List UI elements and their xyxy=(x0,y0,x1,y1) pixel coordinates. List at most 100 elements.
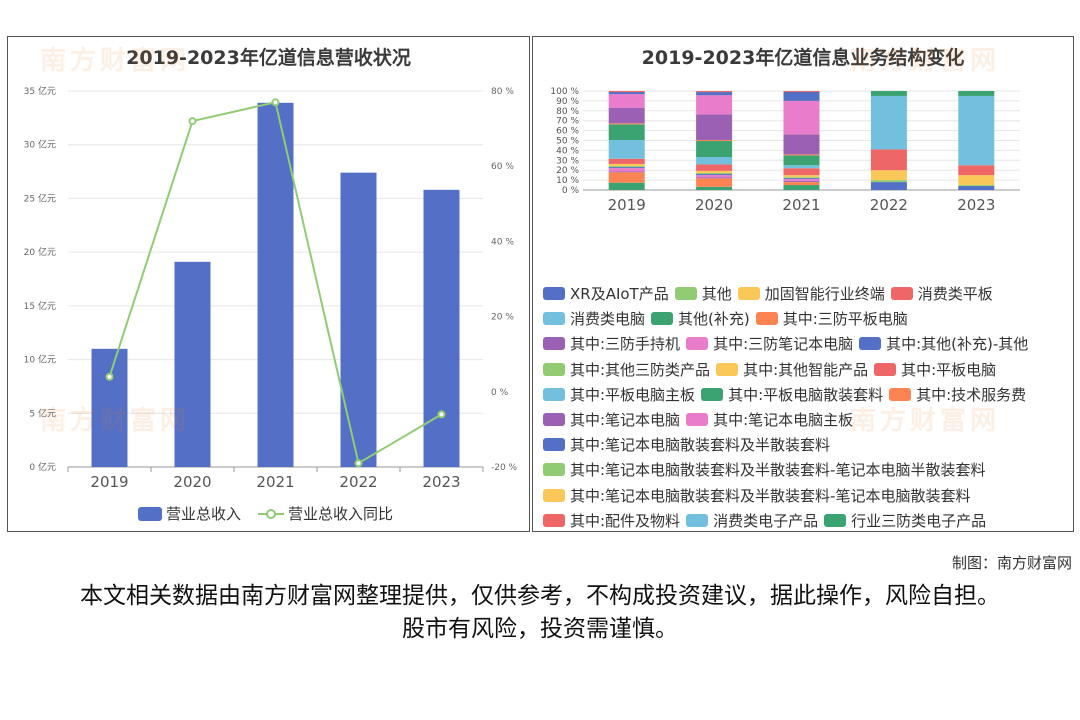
stacked-bar-segment xyxy=(870,91,907,96)
stacked-bar-segment xyxy=(696,164,733,171)
legend-item: 其中:平板电脑 xyxy=(874,357,996,382)
legend-swatch xyxy=(737,287,760,301)
legend-label: 其中:技术服务费 xyxy=(916,385,1027,404)
x-axis-label: 2021 xyxy=(782,196,820,214)
stacked-bar-segment xyxy=(783,91,820,101)
stacked-bar-segment xyxy=(783,168,820,176)
stacked-bar-segment xyxy=(958,186,995,190)
stacked-bar-segment xyxy=(608,139,645,159)
legend-swatch xyxy=(890,287,913,301)
y-right-tick-label: 40 % xyxy=(491,237,514,247)
y-right-tick-label: -20 % xyxy=(491,463,518,473)
stacked-bar-segment xyxy=(696,141,733,157)
legend-label: 其中:配件及物料 xyxy=(570,511,681,530)
stacked-bar-segment xyxy=(608,123,645,125)
legend-label: 其中:笔记本电脑主板 xyxy=(713,411,854,430)
stacked-bar-segment xyxy=(696,95,733,115)
legend-item: 其他(补充) xyxy=(651,306,750,331)
stacked-bar-segment xyxy=(958,185,995,187)
stacked-bar-segment xyxy=(783,175,820,178)
disclaimer-text: 本文相关数据由南方财富网整理提供，仅供参考，不构成投资建议，据此操作，风险自担。… xyxy=(80,583,1000,642)
yoy-growth-point xyxy=(188,117,197,126)
stacked-bar-segment xyxy=(696,170,733,173)
y-left-tick-label: 20 亿元 xyxy=(24,246,56,258)
legend-item: 其中:技术服务费 xyxy=(889,382,1026,407)
y-tick-label: 20 % xyxy=(556,166,579,176)
legend-label: XR及AIoT产品 xyxy=(570,285,669,304)
stacked-bar-segment xyxy=(696,139,733,142)
revenue-bar xyxy=(340,172,377,467)
y-tick-label: 40 % xyxy=(556,146,579,156)
legend-item: 加固智能行业终端 xyxy=(737,281,885,306)
legend-swatch xyxy=(543,488,565,502)
legend-item: 其中:笔记本电脑散装套料及半散装套料-笔记本电脑散装套料 xyxy=(543,483,970,508)
stacked-bar-segment xyxy=(608,158,645,164)
legend-swatch xyxy=(543,312,565,326)
legend-swatch xyxy=(543,362,565,376)
stacked-bar-segment xyxy=(696,91,733,93)
legend-label: 行业三防类电子产品 xyxy=(851,511,987,530)
legend-label: 其中:笔记本电脑散装套料及半散装套料-笔记本电脑半散装套料 xyxy=(570,461,986,480)
legend-row: 其中:笔记本电脑 其中:笔记本电脑主板 xyxy=(543,407,1073,432)
revenue-chart-title: 2019-2023年亿道信息营收状况 xyxy=(126,47,411,69)
legend-item: 其中:笔记本电脑散装套料及半散装套料-笔记本电脑半散装套料 xyxy=(543,457,985,482)
legend-swatch-yoy-marker xyxy=(266,509,276,519)
legend-item: 其中:其他三防类产品 xyxy=(543,357,710,382)
y-tick-label: 60 % xyxy=(556,127,579,137)
y-left-tick-label: 25 亿元 xyxy=(24,192,56,204)
legend-label: 消费类电脑 xyxy=(570,310,646,329)
stacked-bar-segment xyxy=(608,168,645,172)
stacked-bar-segment xyxy=(696,157,733,165)
legend-label: 其中:笔记本电脑散装套料及半散装套料 xyxy=(570,436,831,455)
legend-label: 加固智能行业终端 xyxy=(764,285,885,304)
stacked-bar-segment xyxy=(608,91,645,93)
structure-chart-title: 2019-2023年亿道信息业务结构变化 xyxy=(641,47,965,69)
legend-row: 其中:笔记本电脑散装套料及半散装套料 xyxy=(543,432,1073,457)
revenue-bar xyxy=(174,261,211,467)
legend-item: 其中:笔记本电脑主板 xyxy=(686,407,853,432)
structure-chart: 0 %10 %20 %30 %40 %50 %60 %70 %80 %90 %1… xyxy=(550,87,1020,214)
yoy-growth-point xyxy=(105,372,114,381)
stacked-bar-segment xyxy=(783,100,820,135)
legend-item: 其中:其他智能产品 xyxy=(716,357,868,382)
revenue-chart: 0 亿元 5 亿元 10 亿元 15 亿元 20 亿元 25 亿元 30 亿元 35 亿元 -2… xyxy=(24,85,518,523)
stacked-bar-segment xyxy=(696,177,733,179)
stacked-bar-segment xyxy=(608,124,645,140)
legend-item: 消费类电脑 xyxy=(543,306,645,331)
chart-credit: 制图：南方财富网 xyxy=(951,554,1072,572)
stacked-bar-segment xyxy=(958,175,995,186)
legend-label: 其他 xyxy=(701,285,732,304)
legend-item: 消费类平板 xyxy=(890,281,993,306)
legend-label: 其中:其他(补充)-其他 xyxy=(886,335,1029,354)
legend-label: 其中:笔记本电脑散装套料及半散装套料-笔记本电脑散装套料 xyxy=(570,486,971,505)
y-right-tick-label: 0 % xyxy=(491,388,509,398)
legend-item: 其中:笔记本电脑散装套料及半散装套料 xyxy=(543,432,830,457)
legend-label: 其他(补充) xyxy=(678,310,750,329)
legend-swatch xyxy=(755,312,778,326)
yoy-growth-point xyxy=(271,98,280,107)
stacked-bar-segment xyxy=(608,171,645,173)
stacked-bar-segment xyxy=(608,166,645,168)
legend-label-yoy: 营业总收入同比 xyxy=(288,505,393,523)
stacked-bar-segment xyxy=(870,170,907,181)
legend-row: 消费类电脑 其他(补充) 其中:三防平板电脑 xyxy=(543,306,1073,331)
legend-swatch xyxy=(543,337,565,351)
stacked-bar-segment xyxy=(608,92,645,95)
legend-row: 其中:平板电脑主板 其中:平板电脑散装套料 其中:技术服务费 xyxy=(543,382,1073,407)
y-left-tick-label: 10 亿元 xyxy=(24,354,56,366)
legend-label: 其中:三防平板电脑 xyxy=(782,310,908,329)
legend-label: 其中:三防笔记本电脑 xyxy=(713,335,854,354)
stacked-bar-segment xyxy=(870,95,907,150)
stacked-bar-segment xyxy=(783,178,820,180)
x-axis-label: 2022 xyxy=(870,196,908,214)
legend-item: 其中:笔记本电脑 xyxy=(543,407,680,432)
legend-swatch xyxy=(889,387,912,401)
legend-item: 其中:三防手持机 xyxy=(543,331,680,356)
x-axis-label: 2021 xyxy=(256,473,294,491)
stacked-bar-segment xyxy=(870,182,907,190)
legend-row: 其中:其他三防类产品 其中:其他智能产品 其中:平板电脑 xyxy=(543,357,1073,382)
legend-label: 其中:其他三防类产品 xyxy=(570,360,711,379)
legend-item: 行业三防类电子产品 xyxy=(824,508,987,531)
legend-label: 消费类平板 xyxy=(917,285,993,304)
x-axis-label: 2023 xyxy=(957,196,995,214)
